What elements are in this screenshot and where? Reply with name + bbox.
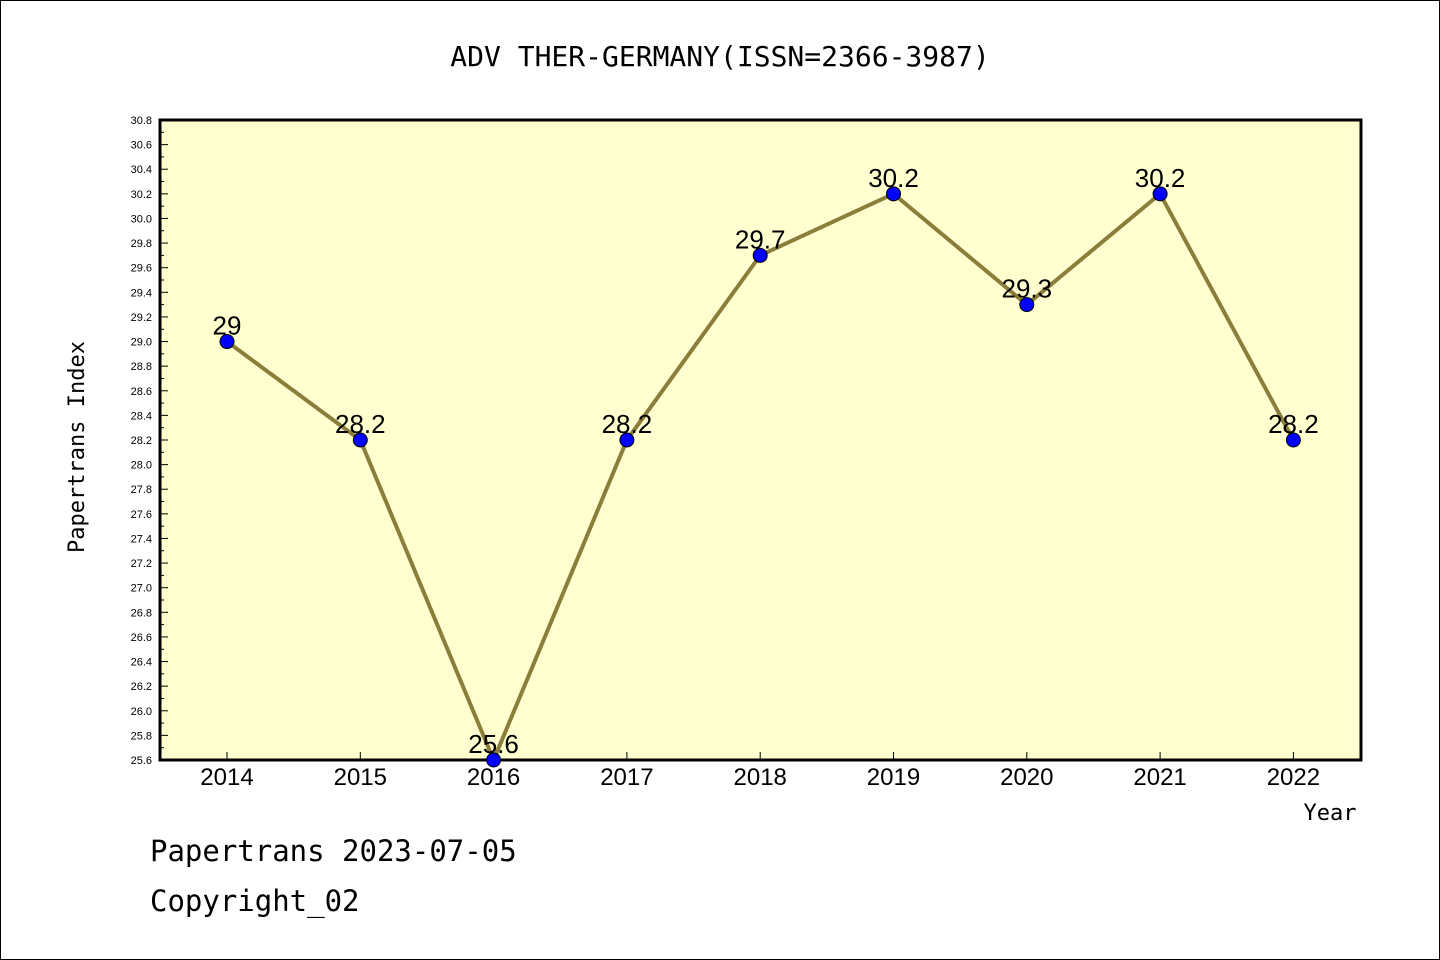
data-labels: 29 28.2 25.6 28.2 29.7 30.2 29.3 30.2 28.2 bbox=[213, 163, 1319, 759]
data-point bbox=[1019, 297, 1035, 313]
y-tick-label: 29.4 bbox=[131, 287, 152, 299]
x-axis-label: Year bbox=[1304, 801, 1357, 826]
y-tick-label: 27.4 bbox=[131, 533, 152, 545]
data-label: 30.2 bbox=[868, 163, 919, 193]
y-tick-label: 27.6 bbox=[131, 509, 152, 521]
y-tick-label: 30.8 bbox=[131, 115, 152, 127]
y-tick-label: 27.0 bbox=[131, 583, 152, 595]
data-label: 28.2 bbox=[602, 409, 653, 439]
y-tick-label: 25.8 bbox=[131, 730, 152, 742]
plot-area bbox=[158, 118, 1363, 762]
y-tick-label: 28.2 bbox=[131, 435, 152, 447]
x-tick-label: 2017 bbox=[600, 764, 653, 791]
x-tick-label: 2018 bbox=[734, 764, 787, 791]
data-point bbox=[886, 186, 901, 202]
data-label: 29 bbox=[213, 311, 242, 341]
x-tick-label: 2021 bbox=[1133, 764, 1186, 791]
y-tick-label: 28.4 bbox=[131, 410, 152, 422]
data-point bbox=[1285, 432, 1301, 448]
data-label: 28.2 bbox=[335, 409, 386, 439]
y-tick-label: 28.8 bbox=[131, 361, 152, 373]
data-point bbox=[619, 432, 635, 448]
y-tick-label: 30.0 bbox=[131, 213, 152, 225]
y-tick-label: 30.4 bbox=[131, 164, 152, 176]
data-label: 30.2 bbox=[1135, 163, 1186, 193]
y-tick-label: 25.6 bbox=[131, 755, 152, 767]
x-axis: 2014 2015 2016 2017 2018 2019 2020 2021 2022 bbox=[200, 752, 1320, 791]
x-tick-label: 2016 bbox=[467, 764, 520, 791]
y-tick-label: 26.4 bbox=[131, 657, 152, 669]
y-tick-label: 29.6 bbox=[131, 263, 152, 275]
data-point bbox=[1152, 186, 1168, 202]
x-tick-label: 2015 bbox=[334, 764, 387, 791]
y-tick-label: 26.8 bbox=[131, 607, 152, 619]
footer-copyright: Copyright_02 bbox=[150, 884, 360, 918]
x-tick-label: 2022 bbox=[1267, 764, 1320, 791]
y-tick-label: 26.2 bbox=[131, 681, 152, 693]
data-label: 29.3 bbox=[1001, 274, 1052, 304]
footer-date: Papertrans 2023-07-05 bbox=[150, 834, 517, 868]
y-axis-label: Papertrans Index bbox=[65, 341, 90, 553]
data-label: 29.7 bbox=[735, 224, 786, 254]
data-point bbox=[486, 752, 502, 768]
y-tick-label: 28.6 bbox=[131, 386, 152, 398]
y-tick-label: 30.6 bbox=[131, 140, 152, 152]
data-point bbox=[219, 334, 235, 350]
y-tick-label: 29.0 bbox=[131, 337, 152, 349]
data-point bbox=[752, 247, 768, 263]
y-tick-label: 27.8 bbox=[131, 484, 152, 496]
y-tick-label: 29.2 bbox=[131, 312, 152, 324]
y-tick-label: 26.0 bbox=[131, 706, 152, 718]
x-tick-label: 2020 bbox=[1000, 764, 1053, 791]
x-tick-label: 2019 bbox=[867, 764, 920, 791]
data-point bbox=[352, 432, 368, 448]
data-label: 25.6 bbox=[468, 729, 519, 759]
data-label: 28.2 bbox=[1268, 409, 1319, 439]
y-tick-label: 28.0 bbox=[131, 460, 152, 472]
y-tick-label: 27.2 bbox=[131, 558, 152, 570]
x-tick-label: 2014 bbox=[200, 764, 253, 791]
y-axis: 25.6 25.8 26.0 26.2 26.4 26.6 26.8 27.0 27.2 27.4… bbox=[131, 115, 168, 767]
series-points bbox=[219, 186, 1301, 768]
y-tick-label: 29.8 bbox=[131, 238, 152, 250]
y-tick-label: 30.2 bbox=[131, 189, 152, 201]
y-tick-label: 26.6 bbox=[131, 632, 152, 644]
chart-title: ADV THER-GERMANY(ISSN=2366-3987) bbox=[450, 40, 989, 73]
